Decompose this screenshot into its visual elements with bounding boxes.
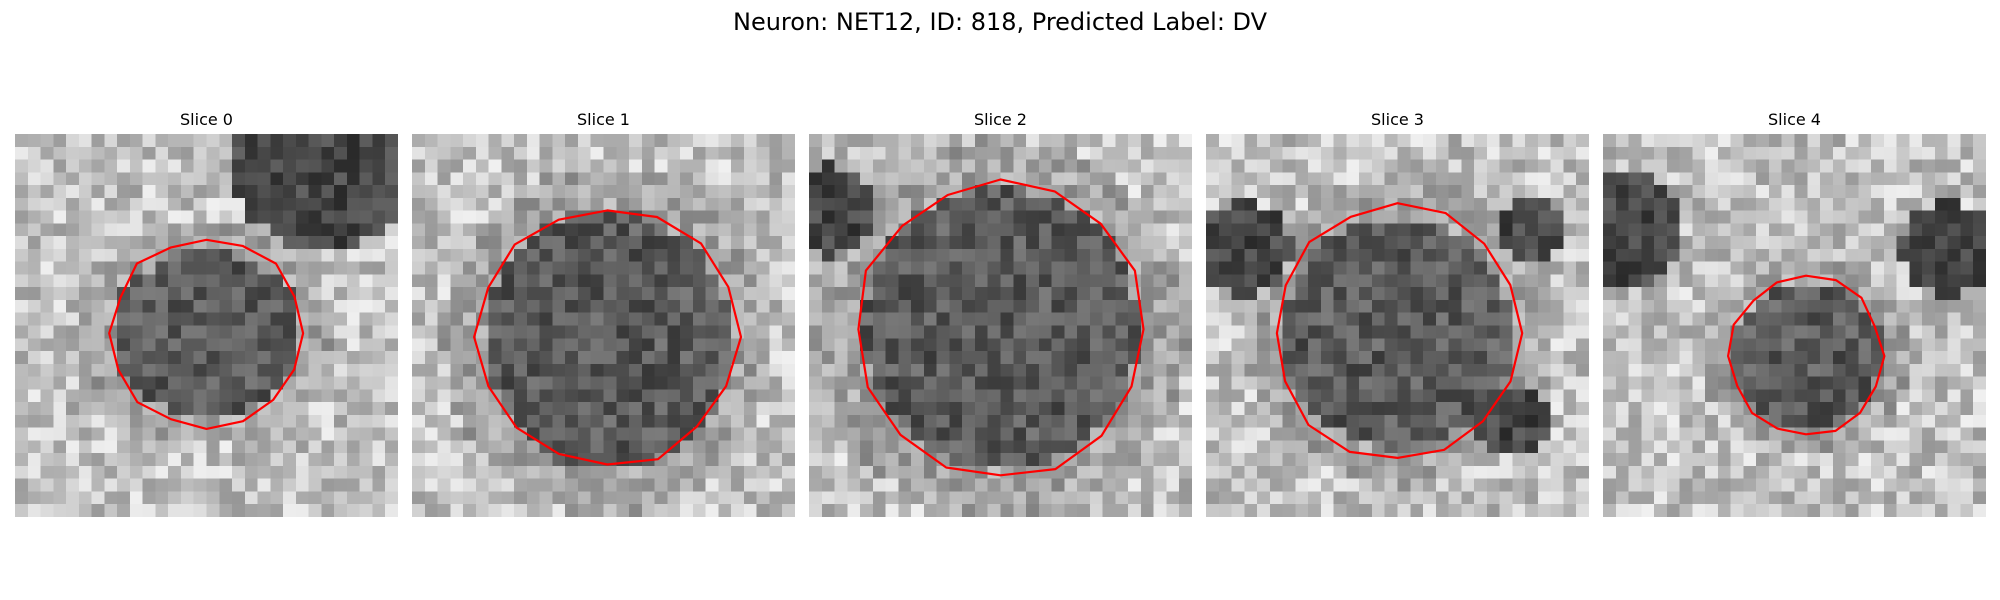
slice-title: Slice 4 <box>1768 110 1821 129</box>
cell-contour <box>857 178 1145 477</box>
cell-contour <box>1275 202 1524 459</box>
slice-panel-2: Slice 2 <box>809 110 1192 518</box>
cell-contour <box>472 209 743 466</box>
slice-title: Slice 1 <box>577 110 630 129</box>
slice-panel-3: Slice 3 <box>1206 110 1589 518</box>
slice-panel-1: Slice 1 <box>412 110 795 518</box>
cell-contour <box>1726 274 1886 436</box>
slice-image <box>15 134 398 517</box>
slice-title: Slice 2 <box>974 110 1027 129</box>
slice-image <box>412 134 795 517</box>
slice-panel-4: Slice 4 <box>1603 110 1986 518</box>
slice-title: Slice 3 <box>1371 110 1424 129</box>
slice-image <box>809 134 1192 517</box>
figure-title: Neuron: NET12, ID: 818, Predicted Label:… <box>732 8 1268 36</box>
slice-title: Slice 0 <box>180 110 233 129</box>
slice-image <box>1603 134 1986 517</box>
cell-contour <box>108 238 305 430</box>
slice-image <box>1206 134 1589 517</box>
slice-panel-0: Slice 0 <box>15 110 398 518</box>
